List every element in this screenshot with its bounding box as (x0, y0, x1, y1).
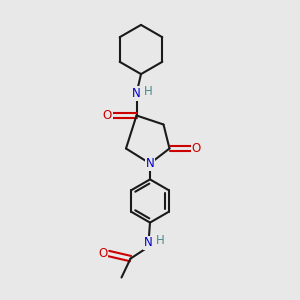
Text: N: N (144, 236, 153, 250)
Text: O: O (192, 142, 201, 155)
Text: H: H (155, 234, 164, 247)
Text: H: H (143, 85, 152, 98)
Text: O: O (103, 109, 112, 122)
Text: N: N (146, 157, 154, 170)
Text: O: O (98, 247, 107, 260)
Text: N: N (132, 87, 141, 100)
